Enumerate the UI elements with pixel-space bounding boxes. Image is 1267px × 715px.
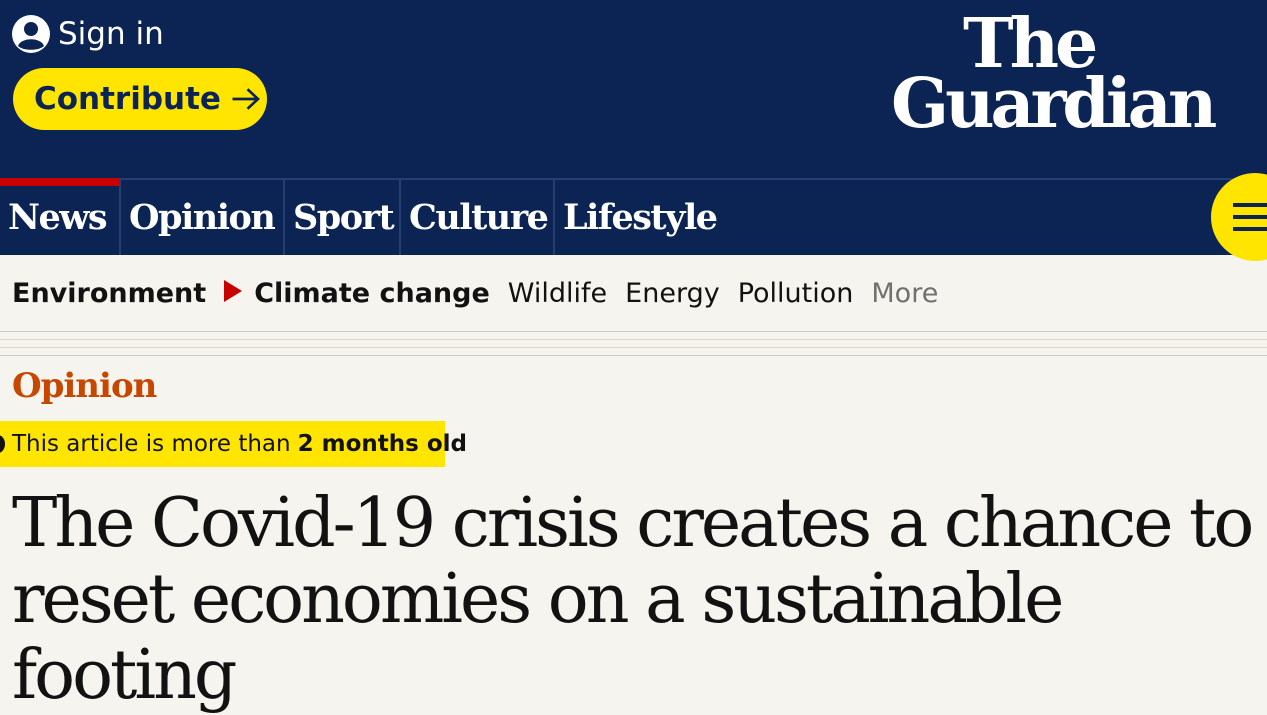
article-headline: The Covid-19 crisis creates a chance to … (12, 484, 1254, 715)
contribute-button[interactable]: Contribute (13, 68, 267, 130)
clock-icon (0, 435, 5, 453)
section-subnav: Environment Climate change Wildlife Ener… (0, 255, 1267, 331)
masthead: Sign in Contribute The Guardian (0, 0, 1267, 178)
hamburger-icon (1233, 215, 1267, 219)
guardian-logo[interactable]: The Guardian (891, 8, 1267, 138)
hamburger-icon (1233, 227, 1267, 231)
subnav-climate-change[interactable]: Climate change (224, 278, 490, 309)
pillar-label: Sport (293, 197, 395, 238)
age-warning-value: 2 months old (297, 431, 467, 457)
triangle-right-icon (224, 279, 243, 302)
article-kicker[interactable]: Opinion (12, 366, 157, 406)
sign-in-label: Sign in (58, 16, 164, 52)
pillar-opinion[interactable]: Opinion (121, 180, 285, 255)
subnav-pollution[interactable]: Pollution (737, 277, 854, 309)
subnav-more[interactable]: More (871, 277, 939, 309)
subnav-wildlife[interactable]: Wildlife (507, 277, 608, 309)
hamburger-icon (1233, 203, 1267, 207)
age-warning-text: This article is more than (12, 431, 291, 457)
pillar-culture[interactable]: Culture (401, 180, 555, 255)
article-age-warning: This article is more than 2 months old (0, 421, 467, 467)
pillar-lifestyle[interactable]: Lifestyle (555, 180, 735, 255)
pillar-nav: News Opinion Sport Culture Lifestyle (0, 178, 1267, 255)
subnav-energy[interactable]: Energy (625, 277, 720, 309)
contribute-label: Contribute (34, 81, 221, 117)
pillar-news[interactable]: News (0, 178, 121, 255)
subnav-current-label: Climate change (254, 277, 490, 309)
pillar-sport[interactable]: Sport (285, 180, 401, 255)
pillar-label: Opinion (129, 197, 276, 238)
sign-in-link[interactable]: Sign in (12, 12, 164, 56)
logo-line-2: Guardian (891, 64, 1217, 144)
arrow-right-icon (232, 88, 260, 110)
section-divider (0, 331, 1267, 363)
subnav-environment[interactable]: Environment (12, 277, 207, 309)
pillar-label: News (8, 197, 108, 238)
user-circle-icon (12, 15, 50, 53)
logo-line-1: The (963, 4, 1098, 84)
pillar-label: Culture (409, 197, 549, 238)
pillar-label: Lifestyle (563, 197, 718, 238)
